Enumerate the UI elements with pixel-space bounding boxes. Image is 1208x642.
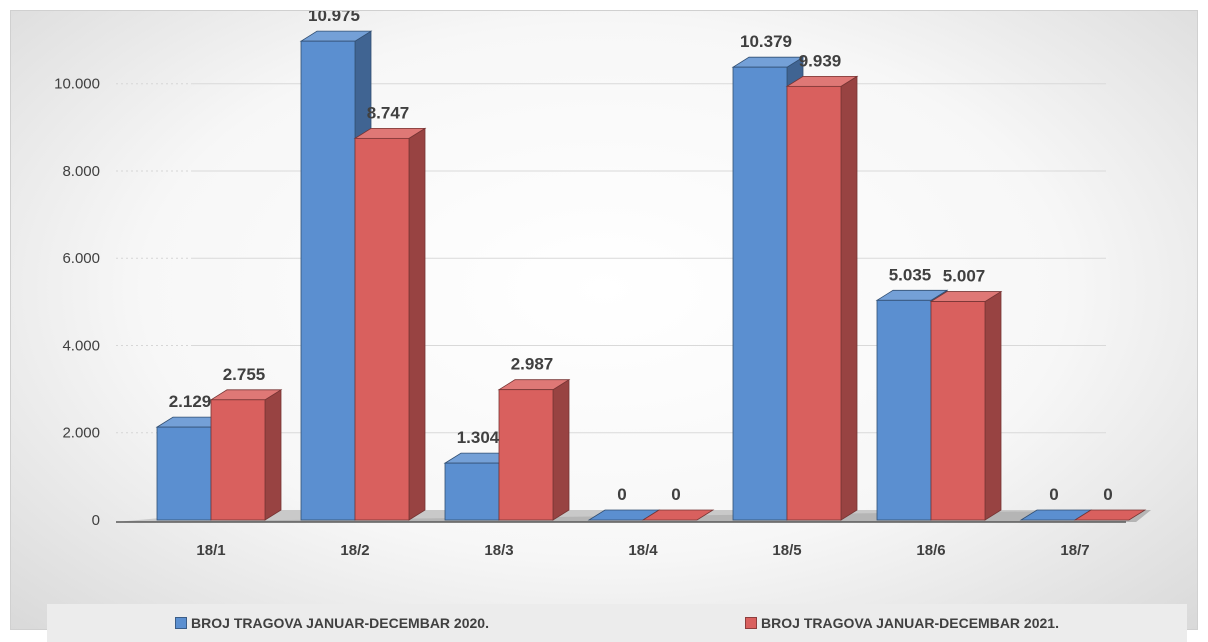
data-label-18/4-s2: 0 bbox=[671, 485, 680, 504]
x-tick-label: 18/2 bbox=[340, 542, 369, 559]
data-label-18/2-s1: 10.975 bbox=[308, 11, 360, 25]
y-tick-label: 2.000 bbox=[62, 425, 100, 442]
bar-18/5-s1 bbox=[732, 66, 788, 521]
legend-label-2020: BROJ TRAGOVA JANUAR-DECEMBAR 2020. bbox=[191, 615, 489, 631]
legend-swatch-2020 bbox=[175, 617, 188, 629]
chart-area: 0 2.000 4.000 6.000 8.000 10.000 2.129 2.755 18/… bbox=[10, 10, 1198, 642]
legend-swatch-2021 bbox=[745, 617, 758, 629]
bar-18/2-s2 bbox=[354, 137, 410, 521]
legend-item-2021: BROJ TRAGOVA JANUAR-DECEMBAR 2021. bbox=[745, 615, 1059, 631]
data-label-18/3-s1: 1.304 bbox=[457, 428, 500, 447]
data-label-18/4-s1: 0 bbox=[617, 485, 626, 504]
x-tick-label: 18/4 bbox=[628, 542, 658, 559]
x-tick-label: 18/5 bbox=[772, 542, 801, 559]
y-tick-label: 4.000 bbox=[62, 337, 100, 354]
bar-18/1-s2 bbox=[210, 399, 266, 521]
data-label-18/7-s2: 0 bbox=[1103, 485, 1112, 504]
bar-18/2-s1 bbox=[300, 40, 356, 521]
legend-item-2020: BROJ TRAGOVA JANUAR-DECEMBAR 2020. bbox=[175, 615, 489, 631]
bar-18/3-s2 bbox=[498, 389, 554, 521]
x-tick-label: 18/6 bbox=[916, 542, 945, 559]
y-tick-label: 0 bbox=[92, 512, 100, 529]
bar-18/1-s1 bbox=[156, 426, 212, 521]
data-label-18/5-s1: 10.379 bbox=[740, 32, 792, 51]
x-tick-label: 18/1 bbox=[196, 542, 225, 559]
bar-side-18/3-s2 bbox=[552, 378, 570, 521]
bar-18/3-s1 bbox=[444, 462, 500, 521]
bar-18/5-s2 bbox=[786, 85, 842, 521]
data-label-18/1-s1: 2.129 bbox=[169, 392, 212, 411]
legend: BROJ TRAGOVA JANUAR-DECEMBAR 2020. BROJ … bbox=[47, 604, 1187, 642]
x-tick-label: 18/3 bbox=[484, 542, 513, 559]
y-tick-label: 10.000 bbox=[54, 76, 100, 93]
data-label-18/7-s1: 0 bbox=[1049, 485, 1058, 504]
data-label-18/6-s2: 5.007 bbox=[943, 267, 986, 286]
data-label-18/2-s2: 8.747 bbox=[367, 103, 410, 122]
y-tick-label: 8.000 bbox=[62, 163, 100, 180]
bar-18/6-s1 bbox=[876, 299, 932, 521]
bar-side-18/2-s2 bbox=[408, 127, 426, 521]
bar-18/4-s2 bbox=[641, 509, 715, 521]
bar-side-18/1-s2 bbox=[264, 389, 282, 521]
legend-label-2021: BROJ TRAGOVA JANUAR-DECEMBAR 2021. bbox=[761, 615, 1059, 631]
bar-side-18/6-s2 bbox=[984, 290, 1002, 521]
bar-side-18/5-s2 bbox=[840, 75, 858, 521]
y-tick-label: 6.000 bbox=[62, 250, 100, 267]
data-label-18/1-s2: 2.755 bbox=[223, 365, 266, 384]
data-label-18/6-s1: 5.035 bbox=[889, 265, 932, 284]
data-label-18/5-s2: 9.939 bbox=[799, 51, 842, 70]
x-tick-label: 18/7 bbox=[1060, 542, 1089, 559]
data-label-18/3-s2: 2.987 bbox=[511, 355, 554, 374]
bar-18/7-s2 bbox=[1073, 509, 1147, 521]
bar-chart: 0 2.000 4.000 6.000 8.000 10.000 2.129 2.755 18/… bbox=[54, 11, 1151, 559]
bar-18/6-s2 bbox=[930, 301, 986, 521]
